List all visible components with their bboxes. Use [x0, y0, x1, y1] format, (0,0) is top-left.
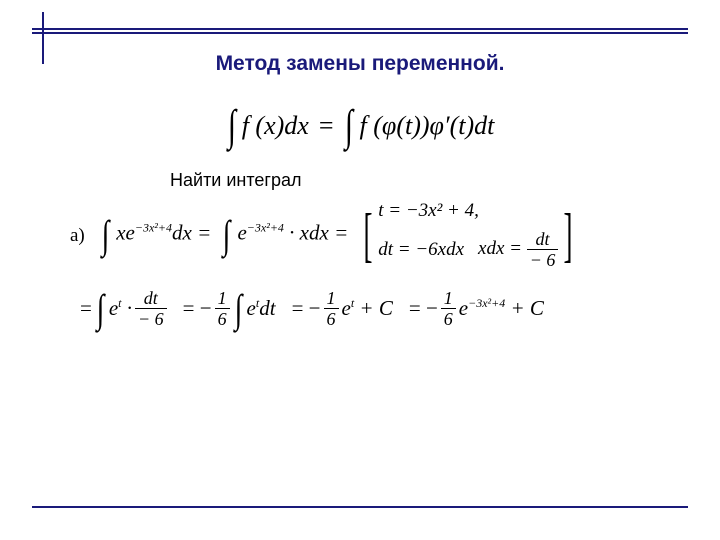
item-label-a: а): [70, 225, 85, 247]
integral-icon: ∫: [102, 211, 110, 258]
expr-text: xe: [116, 220, 135, 244]
frame-line-top-1: [32, 28, 688, 30]
frac-num: 1: [215, 289, 230, 308]
expr-p1: ∫ xe−3x²+4dx =: [100, 211, 211, 258]
integral-icon: ∫: [234, 285, 242, 332]
formula-eq: =: [319, 111, 334, 141]
expr-text: e: [342, 296, 351, 320]
subtitle: Найти интеграл: [170, 170, 302, 191]
expr-s4: = − 1 6 e−3x²+4 + C: [409, 289, 544, 328]
expr-text: + C: [505, 296, 544, 320]
sub-line-dt: dt = −6xdx: [378, 239, 464, 261]
substitution-box: [ t = −3x² + 4, dt = −6xdx xdx = dt − 6 …: [358, 200, 578, 269]
expr-text: e: [237, 220, 246, 244]
frac-num: dt: [141, 289, 161, 308]
expr-text: + C: [354, 296, 393, 320]
equation-row-1: ∫ xe−3x²+4dx = ∫ e−3x²+4 · xdx = [ t = −…: [100, 200, 578, 269]
expr-exp: −3x²+4: [468, 296, 505, 310]
frac-den: 6: [441, 308, 456, 328]
expr-text: e: [459, 296, 468, 320]
expr-exp: −3x²+4: [247, 220, 284, 234]
expr-text: ·: [121, 296, 132, 320]
expr-text: dx =: [172, 220, 211, 244]
frac-den: − 6: [135, 308, 167, 328]
equation-row-2: = ∫ et · dt − 6 = − 1 6 ∫ etdt = − 1 6 e…: [80, 285, 544, 332]
formula-rhs: f (φ(t))φ′(t)dt: [360, 111, 495, 141]
substitution-formula: ∫ f (x)dx = ∫ f (φ(t))φ′(t)dt: [0, 100, 720, 151]
expr-text: = −: [183, 296, 212, 321]
expr-s3: = − 1 6 et + C: [292, 289, 393, 328]
expr-text: = −: [409, 296, 438, 321]
expr-s2: = − 1 6 ∫ etdt: [183, 285, 276, 332]
bracket-left-icon: [: [364, 211, 373, 259]
expr-text: · xdx =: [284, 220, 348, 244]
frac-den: 6: [215, 308, 230, 328]
frac-num: 1: [441, 289, 456, 308]
expr-text: xdx =: [478, 238, 522, 259]
integral-icon: ∫: [96, 285, 104, 332]
sub-line-t: t = −3x² + 4,: [378, 200, 558, 222]
frac-num: dt: [533, 230, 553, 249]
frac-den: − 6: [527, 249, 559, 269]
frame-line-bottom: [32, 506, 688, 508]
bracket-right-icon: ]: [564, 211, 573, 259]
page-title: Метод замены переменной.: [0, 52, 720, 76]
expr-text: e: [247, 296, 256, 320]
expr-s1: = ∫ et · dt − 6: [80, 285, 167, 332]
frac-num: 1: [324, 289, 339, 308]
frac-den: 6: [324, 308, 339, 328]
expr-text: e: [109, 296, 118, 320]
expr-text: =: [80, 296, 92, 321]
sub-line-xdx: xdx = dt − 6: [478, 230, 558, 269]
formula-lhs: f (x)dx: [242, 111, 309, 141]
expr-text: dt: [259, 296, 275, 320]
frame-line-top-2: [32, 32, 688, 34]
expr-p2: ∫ e−3x²+4 · xdx =: [221, 211, 348, 258]
integral-icon: ∫: [345, 100, 353, 151]
expr-exp: −3x²+4: [135, 220, 172, 234]
expr-text: = −: [292, 296, 321, 321]
integral-icon: ∫: [228, 100, 236, 151]
integral-icon: ∫: [223, 211, 231, 258]
